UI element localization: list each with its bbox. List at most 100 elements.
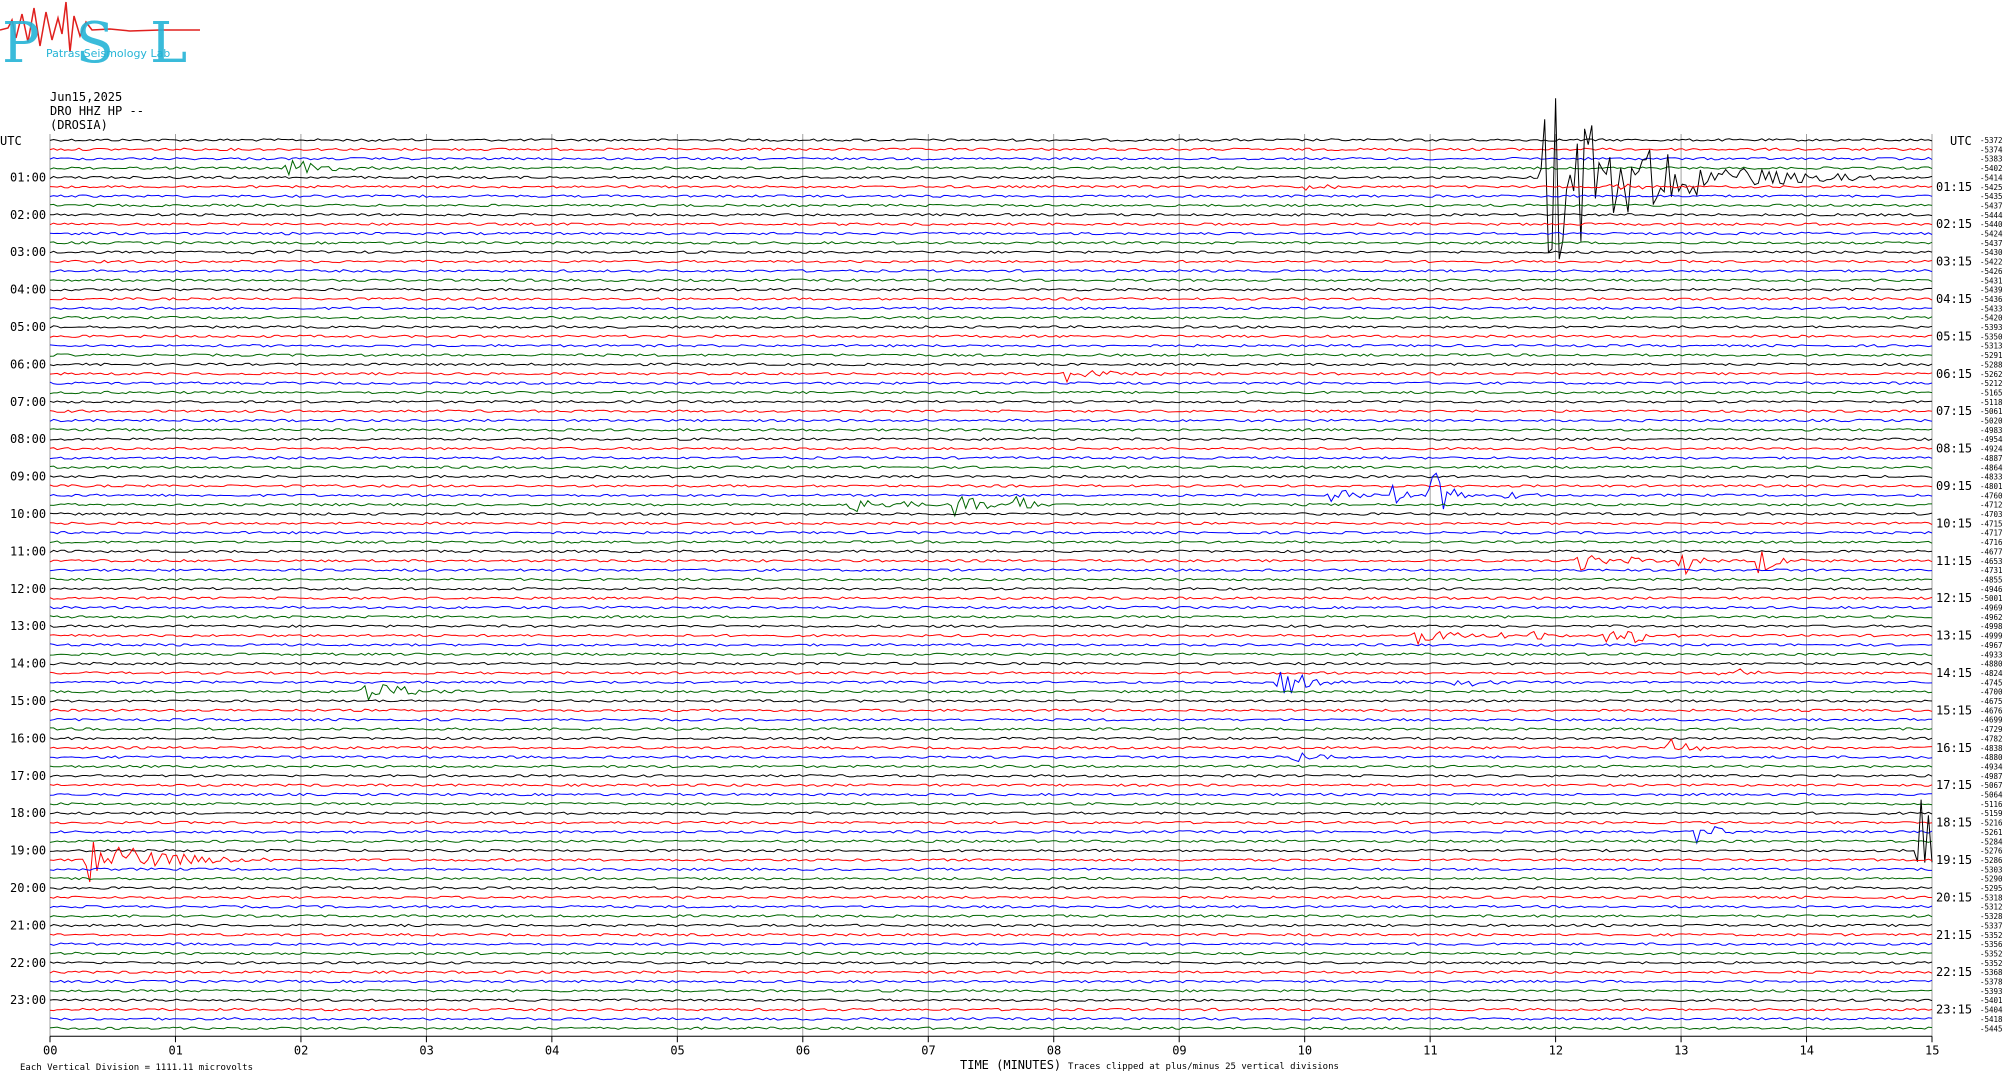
right-time-label: 09:15 [1936, 479, 1972, 493]
x-tick-label: 01 [168, 1043, 182, 1057]
row-value-label: -5312 [1980, 903, 2003, 912]
row-value-label: -4864 [1980, 463, 2003, 472]
trace-row-1 [49, 147, 1933, 152]
trace-row-42 [49, 530, 1933, 535]
right-time-label: 16:15 [1936, 741, 1972, 755]
right-time-label: 19:15 [1936, 853, 1972, 867]
trace-row-68 [49, 774, 1933, 778]
left-time-label: 04:00 [10, 283, 46, 297]
left-time-label: 08:00 [10, 432, 46, 446]
trace-row-3 [49, 158, 1933, 177]
row-value-label: -4801 [1980, 482, 2003, 491]
right-time-label: 22:15 [1936, 965, 1972, 979]
row-value-label: -4946 [1980, 585, 2003, 594]
left-time-label: 16:00 [10, 731, 46, 745]
row-value-label: -5212 [1980, 379, 2003, 388]
row-value-label: -5374 [1980, 145, 2003, 154]
left-time-label: 20:00 [10, 881, 46, 895]
chart-station: DRO HHZ HP -- [50, 104, 144, 118]
trace-row-67 [49, 764, 1933, 769]
row-value-label: -5288 [1980, 360, 2003, 369]
trace-row-87 [49, 951, 1933, 956]
trace-row-86 [49, 942, 1933, 946]
trace-row-90 [49, 979, 1933, 984]
trace-row-78 [49, 867, 1932, 872]
trace-row-4 [49, 98, 1933, 260]
row-value-label: -4967 [1980, 641, 2003, 650]
trace-row-44 [49, 549, 1933, 554]
left-time-label: 14:00 [10, 657, 46, 671]
trace-row-27 [49, 390, 1933, 395]
right-time-label: 12:15 [1936, 591, 1972, 605]
trace-row-20 [49, 325, 1933, 329]
row-value-label: -5425 [1980, 183, 2003, 192]
row-value-label: -5368 [1980, 968, 2003, 977]
trace-row-88 [49, 961, 1933, 965]
row-value-label: -5393 [1980, 987, 2003, 996]
trace-row-17 [49, 297, 1933, 301]
right-time-label: 10:15 [1936, 516, 1972, 530]
row-value-label: -5067 [1980, 781, 2003, 790]
trace-row-43 [49, 540, 1933, 544]
row-value-label: -5061 [1980, 407, 2003, 416]
trace-row-5 [49, 183, 1933, 191]
trace-row-72 [49, 811, 1933, 815]
right-time-label: 07:15 [1936, 404, 1972, 418]
row-value-label: -5445 [1980, 1024, 2003, 1033]
left-time-label: 18:00 [10, 806, 46, 820]
trace-row-84 [49, 923, 1933, 928]
row-value-label: -4833 [1980, 473, 2003, 482]
row-value-label: -4880 [1980, 753, 2003, 762]
trace-row-92 [49, 998, 1933, 1002]
trace-row-21 [49, 334, 1933, 339]
row-value-label: -5435 [1980, 192, 2003, 201]
trace-row-11 [49, 241, 1933, 245]
row-value-label: -5418 [1980, 1015, 2003, 1024]
trace-row-94 [49, 1017, 1933, 1021]
trace-row-9 [49, 222, 1933, 226]
row-value-label: -4717 [1980, 529, 2003, 538]
row-value-label: -5261 [1980, 828, 2003, 837]
row-value-label: -4934 [1980, 762, 2003, 771]
right-time-label: 20:15 [1936, 890, 1972, 904]
x-tick-label: 04 [545, 1043, 559, 1057]
trace-row-35 [49, 465, 1933, 469]
row-value-label: -5356 [1980, 940, 2003, 949]
left-time-label: 06:00 [10, 357, 46, 371]
row-value-label: -4924 [1980, 445, 2003, 454]
trace-row-64 [49, 736, 1933, 741]
right-time-label: 21:15 [1936, 928, 1972, 942]
row-value-label: -5328 [1980, 912, 2003, 921]
clip-note: Traces clipped at plus/minus 25 vertical… [1068, 1062, 1339, 1072]
x-tick-label: 09 [1172, 1043, 1186, 1057]
trace-row-18 [49, 306, 1933, 311]
row-value-label: -5118 [1980, 398, 2003, 407]
row-value-label: -4987 [1980, 772, 2003, 781]
row-value-label: -5165 [1980, 388, 2003, 397]
row-value-label: -5426 [1980, 267, 2003, 276]
row-value-label: -5303 [1980, 865, 2003, 874]
row-value-label: -4703 [1980, 510, 2003, 519]
left-time-label: 10:00 [10, 507, 46, 521]
x-tick-label: 03 [419, 1043, 433, 1057]
left-time-label: 11:00 [10, 544, 46, 558]
trace-row-65 [49, 738, 1933, 752]
trace-row-52 [49, 624, 1933, 628]
right-time-label: 02:15 [1936, 217, 1972, 231]
trace-row-36 [49, 474, 1933, 479]
x-tick-label: 14 [1800, 1043, 1814, 1057]
row-value-label: -4887 [1980, 454, 2003, 463]
row-value-label: -4962 [1980, 613, 2003, 622]
row-value-label: -5216 [1980, 819, 2003, 828]
row-value-label: -4998 [1980, 622, 2003, 631]
trace-row-45 [49, 551, 1933, 576]
row-value-label: -5430 [1980, 248, 2003, 257]
row-value-label: -4716 [1980, 538, 2003, 547]
trace-row-7 [49, 203, 1933, 208]
row-value-label: -5290 [1980, 875, 2003, 884]
trace-row-26 [49, 381, 1933, 385]
trace-row-70 [49, 792, 1933, 797]
row-value-label: -5431 [1980, 276, 2003, 285]
chart-location: (DROSIA) [50, 118, 108, 132]
